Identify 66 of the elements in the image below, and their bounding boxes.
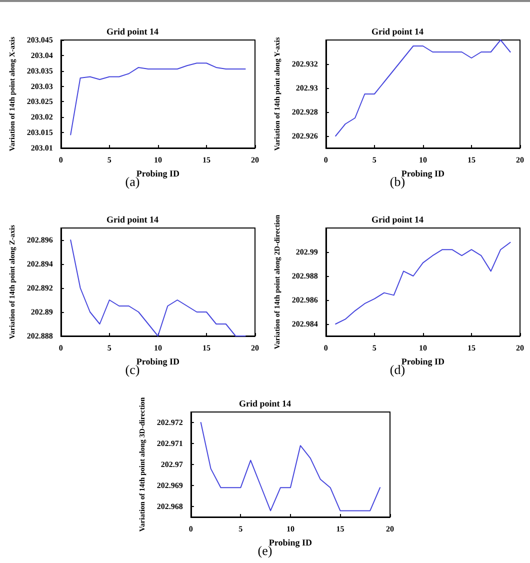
y-tick-label: 202.93 (296, 84, 318, 92)
y-tick-label: 203.03 (30, 82, 53, 91)
y-tick-label: 203.015 (26, 128, 53, 138)
x-axis-title: Probing ID (136, 356, 180, 366)
y-tick-label: 202.932 (292, 60, 318, 68)
y-tick-label: 203.045 (26, 36, 53, 44)
y-tick-label: 202.984 (292, 320, 318, 328)
y-tick-label: 203.01 (30, 144, 53, 152)
x-tick-label: 20 (251, 344, 259, 352)
chart-title: Grid point 14 (238, 398, 292, 408)
x-tick-label: 5 (107, 156, 112, 164)
chart-title: Grid point 14 (371, 214, 424, 224)
x-tick-label: 15 (202, 344, 210, 352)
x-tick-label: 5 (372, 156, 376, 164)
x-tick-label: 10 (286, 524, 294, 534)
chart-title: Grid point 14 (371, 26, 424, 36)
line-series (70, 240, 246, 336)
line-series (70, 62, 246, 136)
chart-title: Grid point 14 (106, 26, 159, 36)
y-tick-label: 202.89 (30, 308, 53, 316)
line-series (335, 242, 511, 324)
x-tick-label: 10 (418, 344, 427, 352)
x-tick-label: 5 (107, 344, 112, 352)
y-tick-label: 202.896 (26, 236, 53, 244)
y-tick-label: 202.969 (156, 481, 183, 490)
y-tick-label: 202.988 (292, 272, 318, 280)
x-tick-label: 20 (516, 156, 524, 164)
y-tick-label: 202.888 (26, 332, 53, 340)
x-tick-label: 0 (188, 524, 193, 534)
x-tick-label: 20 (251, 156, 259, 164)
chart-title: Grid point 14 (106, 214, 159, 224)
x-tick-label: 15 (467, 344, 476, 352)
x-tick-label: 0 (324, 156, 328, 164)
y-tick-label: 202.892 (26, 284, 53, 292)
x-tick-label: 5 (372, 344, 376, 352)
x-tick-label: 0 (324, 344, 328, 352)
y-tick-label: 203.04 (30, 50, 53, 60)
x-tick-label: 15 (336, 524, 344, 534)
x-tick-label: 15 (467, 156, 476, 164)
x-axis-title: Probing ID (401, 356, 445, 366)
line-series (200, 422, 381, 512)
y-tick-label: 202.972 (156, 418, 183, 427)
x-tick-label: 20 (386, 524, 394, 534)
x-tick-label: 0 (58, 156, 63, 164)
x-tick-label: 10 (154, 344, 162, 352)
x-axis-title: Probing ID (401, 168, 445, 178)
y-tick-label: 203.035 (26, 66, 53, 76)
y-tick-label: 203.02 (30, 112, 53, 122)
x-tick-label: 10 (154, 156, 162, 164)
y-tick-label: 202.968 (156, 502, 183, 511)
x-tick-label: 5 (238, 524, 243, 534)
y-tick-label: 202.971 (156, 439, 183, 448)
line-series (335, 40, 511, 136)
y-tick-label: 202.926 (292, 132, 318, 140)
x-tick-label: 20 (516, 344, 524, 352)
y-tick-label: 203.025 (26, 97, 53, 106)
x-axis-title: Probing ID (136, 168, 180, 178)
x-tick-label: 10 (418, 156, 427, 164)
x-tick-label: 0 (58, 344, 63, 352)
y-tick-label: 202.986 (292, 296, 318, 304)
x-axis-title: Probing ID (268, 537, 312, 548)
y-tick-label: 202.99 (296, 248, 318, 256)
x-tick-label: 15 (202, 156, 210, 164)
y-tick-label: 202.97 (160, 460, 183, 469)
y-tick-label: 202.894 (26, 260, 53, 268)
y-tick-label: 202.928 (292, 108, 318, 116)
